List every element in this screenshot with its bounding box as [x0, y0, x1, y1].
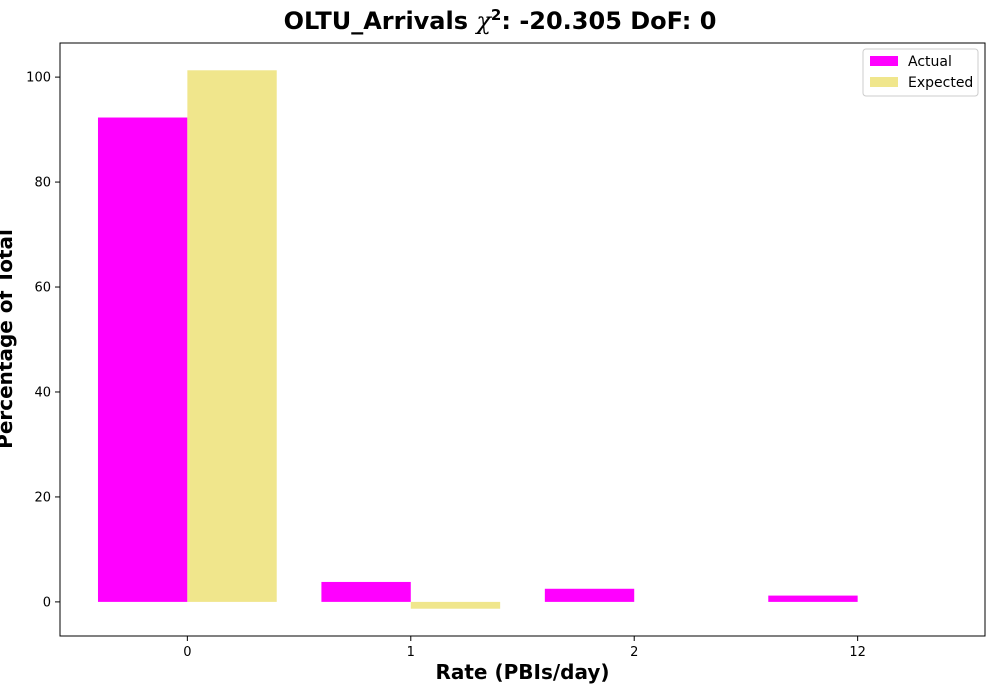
- x-tick-label: 0: [183, 645, 191, 660]
- y-tick-label: 60: [34, 281, 51, 296]
- bar-actual-2: [544, 588, 635, 602]
- bar-actual-1: [321, 581, 411, 602]
- legend-label-expected: Expected: [908, 75, 973, 91]
- y-tick-label: 40: [34, 385, 51, 400]
- x-axis-label: Rate (PBIs/day): [435, 660, 610, 684]
- legend: Actual Expected: [862, 48, 979, 97]
- bar-actual-12: [768, 595, 858, 602]
- y-axis-ticks: 0 20 40 60 80 100: [26, 71, 60, 610]
- legend-label-actual: Actual: [908, 54, 952, 70]
- legend-swatch-expected: [870, 77, 898, 87]
- y-tick-label: 100: [26, 71, 51, 86]
- chart-title: OLTU_Arrivals χ2: -20.305 DoF: 0: [283, 6, 717, 35]
- x-axis-ticks: 0 1 2 12: [183, 636, 866, 660]
- plot-area: [59, 42, 986, 637]
- bar-expected-1: [410, 601, 501, 609]
- x-tick-label: 1: [407, 645, 415, 660]
- y-tick-label: 80: [34, 176, 51, 191]
- y-axis-label: Percentage of Total: [0, 229, 17, 449]
- y-tick-label: 0: [43, 595, 51, 610]
- legend-swatch-actual: [870, 56, 898, 66]
- bars-group: [97, 70, 858, 609]
- x-tick-label: 12: [849, 645, 866, 660]
- y-tick-label: 20: [34, 490, 51, 505]
- bar-actual-0: [97, 117, 188, 602]
- bar-expected-0: [187, 70, 277, 602]
- x-tick-label: 2: [630, 645, 638, 660]
